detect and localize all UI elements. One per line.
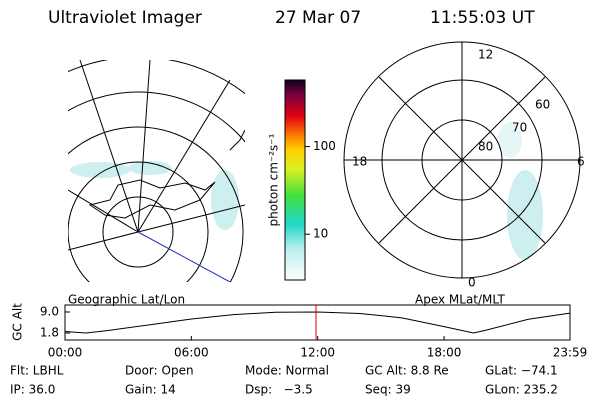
geographic-map [68, 60, 245, 282]
info-field: Flt: LBHL [10, 364, 64, 378]
info-field: IP: 36.0 [10, 383, 55, 397]
colorbar-label: photon cm⁻²s⁻¹ [267, 133, 281, 226]
lat-label: 70 [512, 121, 527, 135]
info-field: Seq: 39 [365, 383, 411, 397]
time: 11:55:03 UT [430, 8, 535, 28]
info-field: Gain: 14 [125, 383, 176, 397]
x-tick-label: 06:00 [174, 346, 209, 360]
mlt-label: 0 [468, 276, 476, 290]
info-field: Door: Open [125, 364, 194, 378]
mlt-label: 6 [577, 155, 585, 169]
info-field: Mode: Normal [245, 364, 329, 378]
altitude-frame [64, 304, 571, 341]
y-tick-label: 9.0 [40, 305, 59, 319]
info-field: Dsp: −3.5 [245, 383, 313, 397]
colorbar-tick-label: 10 [313, 227, 328, 241]
lat-label: 60 [535, 98, 550, 112]
info-field: GLat: −74.1 [485, 364, 558, 378]
colorbar-tick-label: 100 [313, 139, 336, 153]
info-field: GLon: 235.2 [485, 383, 558, 397]
title: Ultraviolet Imager [48, 8, 202, 28]
x-tick-label: 18:00 [427, 346, 462, 360]
lat-label: 80 [478, 140, 493, 154]
y-tick-label: 1.8 [40, 326, 59, 340]
polar-plot [343, 41, 581, 279]
mlt-label: 18 [352, 155, 367, 169]
colorbar [284, 79, 306, 281]
x-tick-label: 23:59 [553, 346, 588, 360]
info-field: GC Alt: 8.8 Re [365, 364, 449, 378]
date: 27 Mar 07 [275, 8, 361, 28]
mlt-label: 12 [478, 48, 493, 62]
altitude-label: GC Alt [11, 303, 25, 341]
x-tick-label: 12:00 [300, 346, 335, 360]
polar-caption: Apex MLat/MLT [415, 293, 505, 307]
altitude-line [64, 311, 571, 334]
x-tick-label: 00:00 [48, 346, 83, 360]
map-caption: Geographic Lat/Lon [68, 293, 185, 307]
